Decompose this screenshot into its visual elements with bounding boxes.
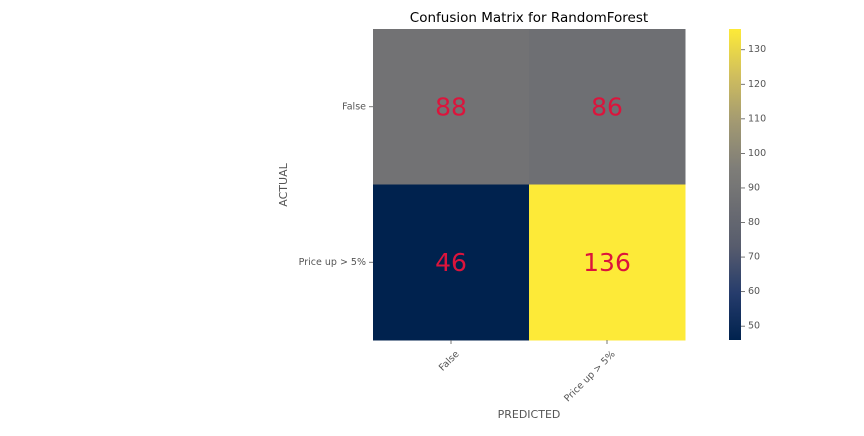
heatmap-cell [373, 184, 530, 341]
cell-value-label: 86 [591, 92, 623, 121]
heatmap-cell [373, 29, 530, 185]
x-tick-label: Price up > 5% [562, 349, 617, 404]
heatmap-cells [373, 29, 686, 341]
colorbar-tick-label: 130 [748, 44, 766, 55]
x-axis-label: PREDICTED [498, 408, 561, 421]
cell-value-label: 136 [583, 248, 631, 277]
y-tick-label: Price up > 5% [299, 257, 366, 268]
colorbar-gradient [729, 29, 741, 340]
cell-value-label: 46 [435, 248, 467, 277]
colorbar: 50 60 70 80 90 100 110 120 130 [729, 29, 766, 340]
y-axis-label: ACTUAL [277, 162, 290, 206]
colorbar-tick-label: 110 [748, 113, 766, 124]
heatmap-cell [529, 184, 686, 341]
colorbar-tick-label: 100 [748, 148, 766, 159]
heatmap-cell [529, 29, 686, 185]
colorbar-tick-label: 50 [748, 321, 760, 332]
y-tick-label: False [342, 101, 366, 112]
chart-title: Confusion Matrix for RandomForest [410, 10, 648, 26]
colorbar-tick-label: 70 [748, 252, 760, 263]
x-tick-label: False [437, 349, 462, 374]
colorbar-tick-label: 120 [748, 79, 766, 90]
colorbar-tick-label: 80 [748, 217, 760, 228]
colorbar-tick-label: 90 [748, 182, 760, 193]
heatmap-annotations: 88 86 46 136 [435, 92, 631, 277]
cell-value-label: 88 [435, 92, 467, 121]
colorbar-tick-label: 60 [748, 286, 760, 297]
